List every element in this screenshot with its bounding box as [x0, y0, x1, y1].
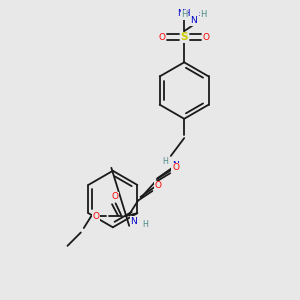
Text: N: N	[130, 217, 137, 226]
Text: NH: NH	[177, 9, 191, 18]
Text: N: N	[172, 161, 178, 170]
Text: H: H	[181, 10, 188, 19]
Text: N: N	[190, 16, 196, 25]
Text: O: O	[158, 33, 165, 42]
Text: ₂: ₂	[199, 9, 202, 18]
Text: H: H	[142, 220, 148, 229]
Text: S: S	[180, 32, 188, 42]
Text: O: O	[112, 192, 118, 201]
Text: O: O	[173, 163, 180, 172]
Text: O: O	[203, 33, 210, 42]
Text: O: O	[92, 212, 99, 220]
Text: H: H	[162, 158, 168, 166]
Text: H: H	[200, 10, 207, 19]
Text: O: O	[155, 181, 162, 190]
